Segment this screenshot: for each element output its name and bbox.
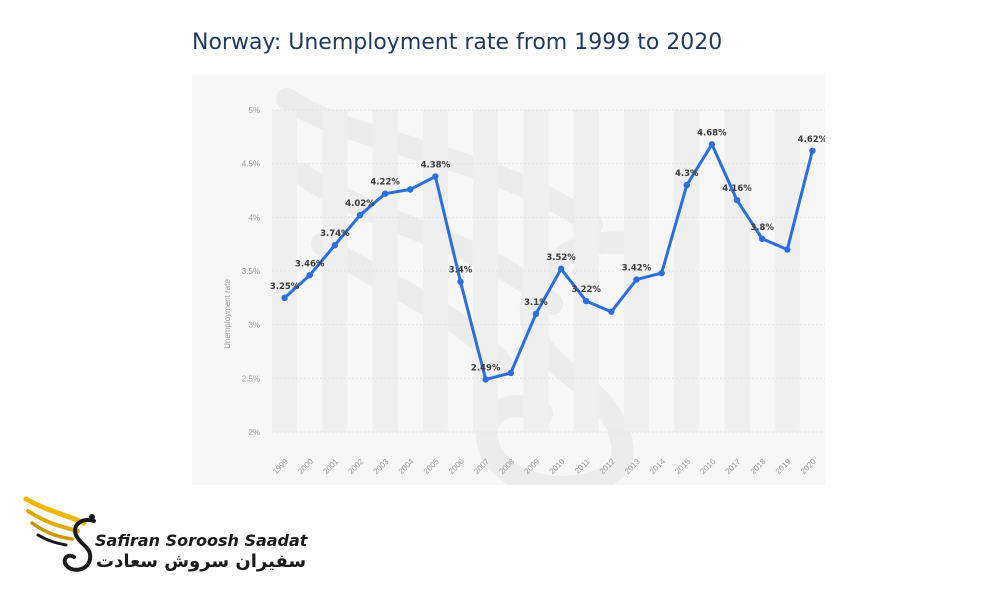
- y-tick-label: 4%: [248, 213, 260, 222]
- data-label: 3.52%: [546, 253, 576, 263]
- data-point[interactable]: [708, 141, 716, 148]
- data-point[interactable]: [432, 173, 439, 180]
- x-tick-label: 2005: [422, 457, 441, 476]
- data-label: 3.8%: [750, 223, 774, 233]
- data-point[interactable]: [407, 186, 414, 193]
- x-tick-label: 2003: [372, 457, 391, 476]
- data-point[interactable]: [331, 242, 339, 249]
- data-point[interactable]: [532, 310, 540, 318]
- y-tick-label: 3%: [248, 321, 260, 330]
- data-label: 3.1%: [524, 298, 548, 308]
- data-point[interactable]: [809, 147, 816, 154]
- data-point[interactable]: [608, 308, 615, 315]
- y-tick-label: 3.5%: [242, 267, 260, 276]
- x-tick-label: 2002: [346, 457, 365, 476]
- x-tick-label: 2018: [749, 457, 768, 476]
- data-label: 3.46%: [295, 259, 325, 269]
- data-point[interactable]: [658, 269, 665, 277]
- chart-title: Norway: Unemployment rate from 1999 to 2…: [192, 30, 723, 55]
- line-chart: 2% 2.5% 3% 3.5% 4% 4.5% 5% 1999 2000 2001 2002 200…: [223, 88, 825, 485]
- brand-logo: [23, 496, 96, 572]
- x-tick-label: 2020: [799, 457, 818, 476]
- data-label: 4.22%: [370, 178, 400, 188]
- data-label: 4.3%: [675, 169, 699, 179]
- data-label: 4.38%: [421, 161, 451, 171]
- data-point[interactable]: [281, 294, 288, 302]
- data-label: 4.02%: [345, 199, 375, 209]
- data-label: 4.16%: [722, 184, 752, 194]
- data-point[interactable]: [482, 376, 489, 383]
- grid-band: [322, 110, 348, 432]
- data-point[interactable]: [583, 297, 590, 305]
- data-label: 3.4%: [449, 266, 473, 276]
- x-tick-label: 2010: [548, 457, 567, 476]
- data-label: 3.25%: [270, 282, 300, 292]
- data-label: 3.22%: [571, 285, 601, 295]
- x-tick-label: 2019: [774, 457, 793, 476]
- x-tick-label: 2001: [321, 457, 340, 476]
- grid-band: [422, 110, 448, 432]
- data-point[interactable]: [381, 190, 389, 197]
- grid-band: [774, 110, 800, 432]
- data-label: 3.42%: [622, 264, 652, 274]
- series-line: [283, 142, 814, 381]
- winged-s-logo-icon: [23, 496, 96, 572]
- x-tick-label: 2016: [698, 457, 717, 476]
- data-point[interactable]: [557, 265, 565, 273]
- data-point[interactable]: [733, 196, 741, 204]
- x-tick-label: 2000: [296, 457, 315, 476]
- data-point[interactable]: [457, 278, 464, 285]
- data-point[interactable]: [306, 272, 313, 279]
- data-label: 2.49%: [471, 363, 501, 373]
- y-tick-label: 5%: [248, 106, 260, 115]
- x-tick-label: 2015: [673, 457, 692, 476]
- data-point[interactable]: [758, 235, 766, 242]
- chart-area: 2% 2.5% 3% 3.5% 4% 4.5% 5% 1999 2000 2001 2002 200…: [192, 74, 825, 485]
- data-label: 4.62%: [798, 135, 825, 145]
- data-label: 4.68%: [697, 128, 727, 138]
- data-point[interactable]: [633, 276, 640, 283]
- x-tick-label: 2014: [648, 457, 667, 476]
- brand-name-en: Safiran Soroosh Saadat: [95, 531, 308, 550]
- brand-name-fa: سفیران سروش سعادت: [96, 551, 307, 572]
- y-tick-label: 2.5%: [242, 374, 260, 383]
- x-tick-label: 2004: [397, 457, 416, 476]
- y-tick-label: 4.5%: [242, 160, 260, 169]
- data-point[interactable]: [784, 246, 791, 253]
- data-point[interactable]: [356, 211, 364, 219]
- x-tick-label: 1999: [271, 457, 290, 476]
- x-tick-label: 2006: [447, 457, 466, 476]
- y-tick-label: 2%: [248, 428, 260, 437]
- data-point[interactable]: [507, 369, 514, 377]
- grid-band: [674, 110, 700, 432]
- x-tick-label: 2017: [723, 457, 742, 476]
- y-axis-label: Unemployment rate: [223, 279, 232, 349]
- data-point[interactable]: [683, 181, 690, 189]
- data-label: 3.74%: [320, 229, 350, 239]
